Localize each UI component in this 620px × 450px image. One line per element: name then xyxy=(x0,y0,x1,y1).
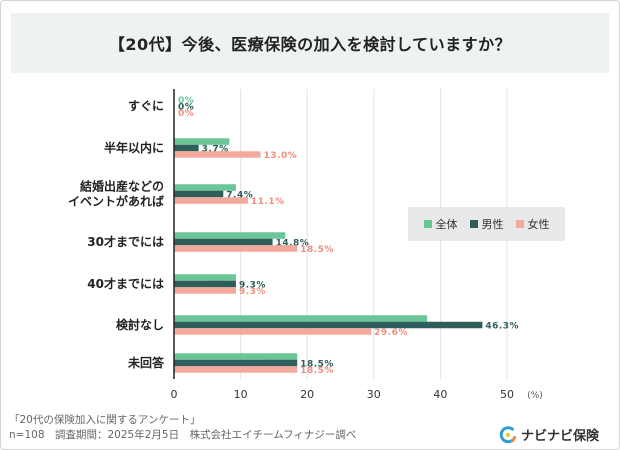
data-label: 14.8% xyxy=(276,239,310,249)
data-label: 16.7% xyxy=(251,232,285,242)
survey-details: n=108 調査期間：2025年2月5日 株式会社エイチームフィナジー調べ xyxy=(9,429,357,441)
legend-label-female: 女性 xyxy=(527,218,550,231)
chart-title: 【20代】今後、医療保険の加入を検討していますか？ xyxy=(108,35,512,54)
brand-logo: ナビナビ保険 xyxy=(499,425,599,444)
bar-female xyxy=(174,328,372,335)
data-label: 18.5% xyxy=(263,353,297,363)
bar-all xyxy=(174,274,236,281)
bar-all xyxy=(174,315,428,322)
survey-note: 「20代の保険加入に関するアンケート」 n=108 調査期間：2025年2月5日… xyxy=(9,413,356,443)
title-banner: 【20代】今後、医療保険の加入を検討していますか？ xyxy=(11,13,609,73)
data-label: 9.3% xyxy=(239,287,266,297)
x-unit-label: (%) xyxy=(527,391,543,401)
data-label: 8.3% xyxy=(202,138,229,148)
data-label: 11.1% xyxy=(251,197,285,207)
navinavi-logo-icon xyxy=(499,425,517,443)
data-label: 7.4% xyxy=(226,191,253,201)
data-label: 46.3% xyxy=(485,322,519,332)
data-label: 0% xyxy=(178,96,194,106)
data-label: 0% xyxy=(178,103,194,113)
chart-legend: 全体 男性 女性 xyxy=(408,207,565,241)
data-label: 38.0% xyxy=(393,315,427,325)
bar-male xyxy=(174,144,199,152)
x-tick-label: 40 xyxy=(433,388,447,401)
bar-female xyxy=(174,197,248,204)
data-label: 29.6% xyxy=(374,328,408,338)
legend-item-female: 女性 xyxy=(515,216,550,232)
x-tick-label: 20 xyxy=(300,388,314,401)
data-label: 9.3% xyxy=(239,281,266,291)
data-label: 18.5% xyxy=(300,245,334,255)
brand-name: ナビナビ保険 xyxy=(521,429,600,444)
bar-male xyxy=(174,280,236,288)
category-label: イベントがあれば xyxy=(68,194,164,209)
legend-label-all: 全体 xyxy=(435,218,458,231)
legend-swatch-male xyxy=(469,220,478,228)
bar-male xyxy=(174,359,298,367)
survey-name: 「20代の保険加入に関するアンケート」 xyxy=(9,414,201,426)
bar-all xyxy=(174,353,298,360)
bar-female xyxy=(174,366,298,373)
bar-all xyxy=(174,184,236,191)
category-label: 40才までには xyxy=(87,276,164,291)
data-label: 9.3% xyxy=(209,184,236,194)
bar-female xyxy=(174,287,236,294)
bar-female xyxy=(174,151,261,158)
x-tick-label: 50 xyxy=(500,388,514,401)
category-label: 結婚出産などの xyxy=(80,179,164,194)
category-label: 未回答 xyxy=(127,355,165,370)
bar-male xyxy=(174,190,224,198)
legend-swatch-all xyxy=(423,220,432,228)
x-tick-label: 10 xyxy=(234,388,248,401)
category-label: 半年以内に xyxy=(104,140,164,155)
legend-item-male: 男性 xyxy=(469,216,504,232)
data-label: 3.7% xyxy=(202,145,229,155)
data-label: 18.5% xyxy=(300,360,334,370)
data-label: 18.5% xyxy=(300,366,334,376)
legend-swatch-female xyxy=(515,220,524,228)
x-tick-label: 0 xyxy=(171,388,178,401)
bar-male xyxy=(174,321,483,329)
data-label: 0% xyxy=(178,109,194,119)
bar-female xyxy=(174,245,298,252)
bar-all xyxy=(174,138,230,145)
bar-male xyxy=(174,238,273,246)
x-tick-label: 30 xyxy=(367,388,381,401)
data-label: 13.0% xyxy=(264,151,298,161)
data-label: 9.3% xyxy=(209,274,236,284)
legend-item-all: 全体 xyxy=(423,216,458,232)
category-label: 30才までには xyxy=(87,234,164,249)
category-label: 検討なし xyxy=(116,317,164,332)
category-label: すぐに xyxy=(128,99,164,113)
legend-label-male: 男性 xyxy=(481,218,504,231)
bar-all xyxy=(174,232,286,239)
